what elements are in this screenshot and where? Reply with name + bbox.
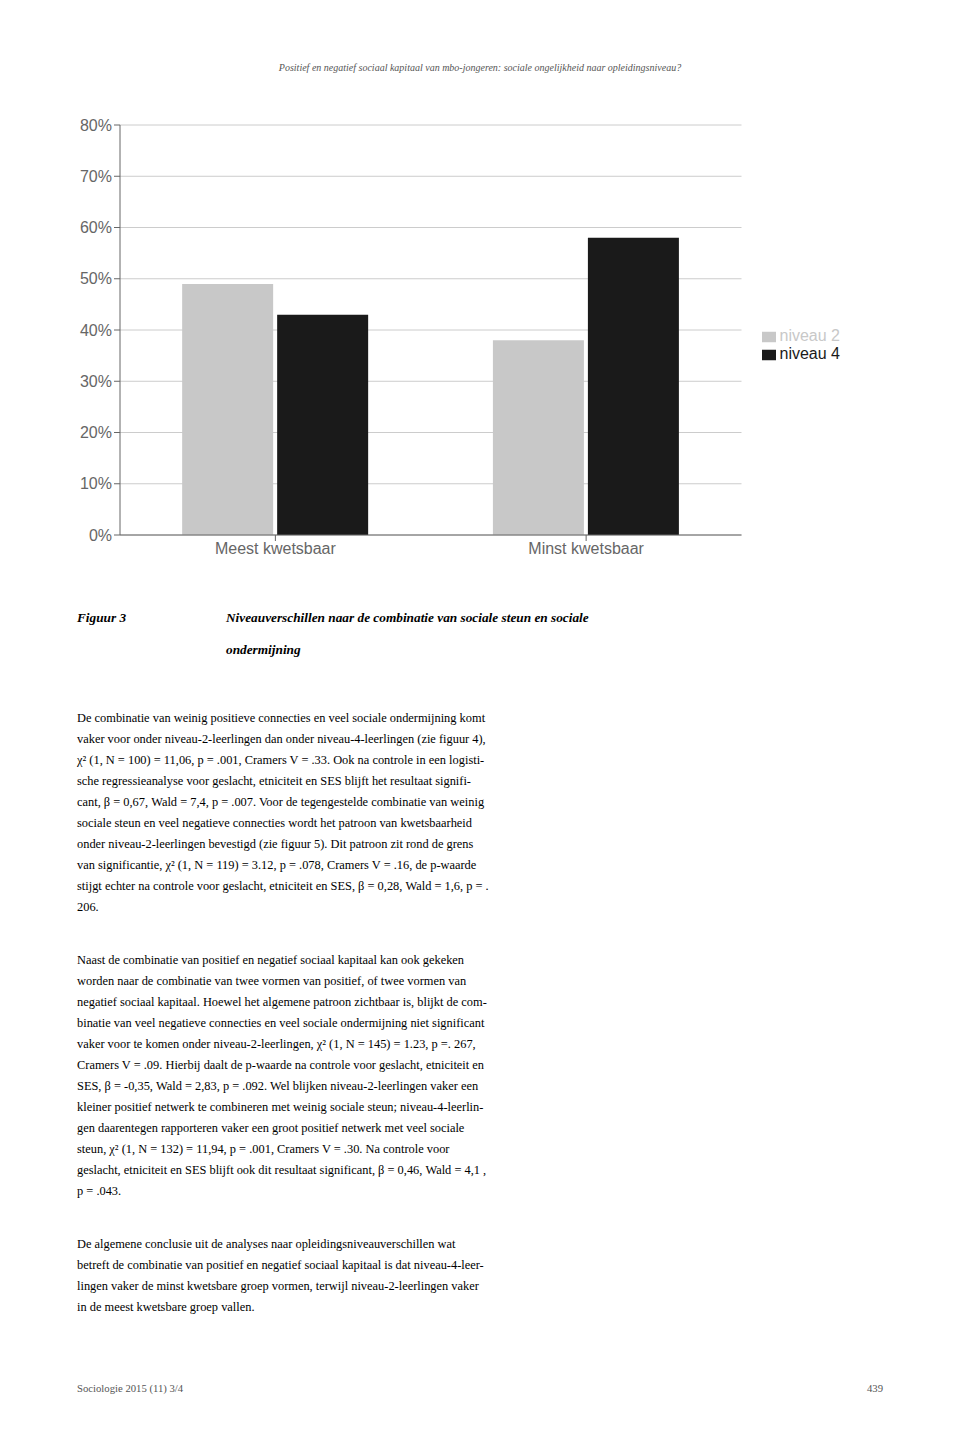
html-text:χ² (1, N = 100) = 11,06, p = .: χ² (1, N = 100) = 11,06, p = .001, Crame… [77, 753, 485, 767]
html-text:negatief sociaal kapitaal. Hoe: negatief sociaal kapitaal. Hoewel het al… [77, 995, 487, 1009]
html-text:Positief en negatief sociaal k: Positief en negatief sociaal kapitaal va… [278, 62, 682, 73]
html-text:vaker voor te komen onder nive: vaker voor te komen onder niveau-2-leerl… [77, 1037, 476, 1051]
html-text:De algemene conclusie uit de a: De algemene conclusie uit de analyses na… [77, 1237, 456, 1251]
html-text:Figuur 3: Figuur 3 [77, 610, 127, 625]
svg-text:70%: 70% [80, 168, 112, 185]
html-text:Niveauverschillen naar de comb: Niveauverschillen naar de combinatie van… [226, 610, 589, 625]
html-text:in de meest kwetsbare groep va: in de meest kwetsbare groep vallen. [77, 1300, 255, 1314]
html-text:sche regressieanalyse voor ges: sche regressieanalyse voor geslacht, etn… [77, 774, 471, 788]
svg-text:0%: 0% [89, 527, 112, 544]
svg-text:40%: 40% [80, 322, 112, 339]
html-text:stijgt echter na controle voor: stijgt echter na controle voor geslacht,… [77, 879, 489, 893]
html-text:vaker voor onder niveau-2-leer: vaker voor onder niveau-2-leerlingen dan… [77, 732, 486, 746]
html-text:niveau 2: niveau 2 [779, 327, 840, 344]
svg-text:30%: 30% [80, 373, 112, 390]
svg-text:60%: 60% [80, 219, 112, 236]
html-text:van significantie, χ² (1, N =: van significantie, χ² (1, N = 119) = 3.1… [77, 858, 477, 872]
html-text:Sociologie 2015 (11) 3/4: Sociologie 2015 (11) 3/4 [77, 1382, 184, 1394]
html-text:lingen vaker de minst kwetsbar: lingen vaker de minst kwetsbare groep vo… [77, 1279, 479, 1293]
html-text:cant, β = 0,67, Wald = 7,4, p: cant, β = 0,67, Wald = 7,4, p = .007. Vo… [77, 795, 485, 809]
html-text:binatie van veel negatieve con: binatie van veel negatieve connecties en… [77, 1016, 485, 1030]
svg-text:80%: 80% [80, 117, 112, 134]
html-text:sociale steun en veel negatiev: sociale steun en veel negatieve connecti… [77, 816, 472, 830]
html-text:geslacht, etniciteit en SES bl: geslacht, etniciteit en SES blijft ook d… [77, 1163, 487, 1177]
html-text:onder niveau-2-leerlingen beve: onder niveau-2-leerlingen bevestigd (zie… [77, 837, 474, 851]
svg-text:Meest kwetsbaar: Meest kwetsbaar [215, 540, 337, 557]
html-text:206.: 206. [77, 900, 99, 914]
html-text:SES, β = -0,35, Wald = 2,83, p: SES, β = -0,35, Wald = 2,83, p = .092. W… [77, 1079, 479, 1093]
html-text:worden naar de combinatie van: worden naar de combinatie van twee vorme… [77, 974, 467, 988]
html-text:De combinatie van weinig posit: De combinatie van weinig positieve conne… [77, 711, 486, 725]
html-text:ondermijning: ondermijning [226, 642, 301, 657]
html-text:p = .043.: p = .043. [77, 1184, 122, 1198]
svg-text:20%: 20% [80, 424, 112, 441]
svg-text:50%: 50% [80, 270, 112, 287]
svg-text:10%: 10% [80, 475, 112, 492]
svg-text:Minst kwetsbaar: Minst kwetsbaar [528, 540, 644, 557]
html-text:Naast de combinatie van positi: Naast de combinatie van positief en nega… [77, 953, 465, 967]
html-text:niveau 4: niveau 4 [779, 345, 840, 362]
html-text:Cramers V = .09. Hierbij daalt: Cramers V = .09. Hierbij daalt de p-waar… [77, 1058, 484, 1072]
html-text:kleiner positief netwerk te co: kleiner positief netwerk te combineren m… [77, 1100, 484, 1114]
html-text:439: 439 [867, 1382, 883, 1394]
html-text:betreft de combinatie van posi: betreft de combinatie van positief en ne… [77, 1258, 484, 1272]
html-text:gen daarentegen rapporteren va: gen daarentegen rapporteren vaker een gr… [77, 1121, 465, 1135]
html-text:steun, χ² (1, N = 132) = 11,94: steun, χ² (1, N = 132) = 11,94, p = .001… [77, 1142, 450, 1156]
